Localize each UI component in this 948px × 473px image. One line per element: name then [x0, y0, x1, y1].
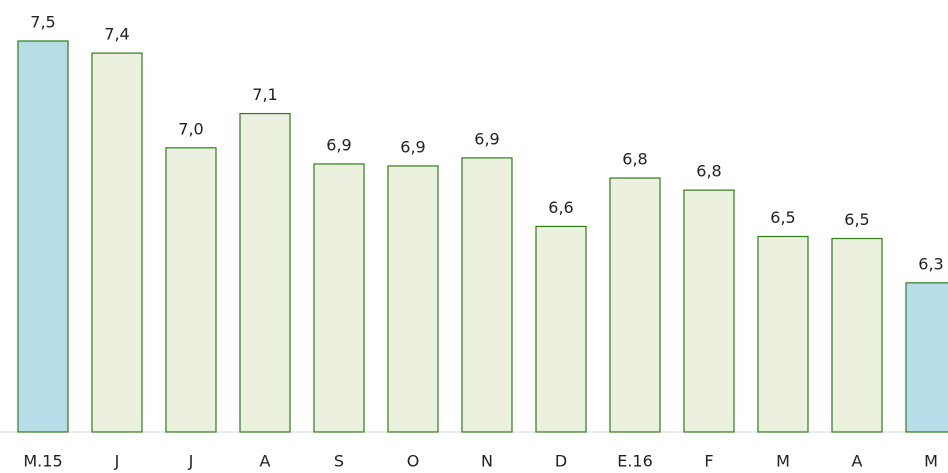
bar: [91, 52, 143, 433]
value-label: 6,6: [548, 198, 573, 217]
x-tick-label: D: [555, 452, 567, 471]
x-tick-label: F: [704, 452, 713, 471]
value-label: 6,5: [770, 208, 795, 227]
bar: [461, 157, 513, 433]
value-label: 7,0: [178, 119, 203, 138]
bar: [609, 177, 661, 433]
x-tick-label: J: [188, 452, 194, 471]
x-tick-label: M: [776, 452, 790, 471]
bar: [757, 235, 809, 433]
value-label: 7,1: [252, 85, 277, 104]
x-tick-label: M: [924, 452, 938, 471]
value-label: 6,3: [918, 254, 943, 273]
bar: [831, 237, 883, 433]
bar: [165, 147, 217, 433]
bar: [683, 189, 735, 433]
x-tick-label: E.16: [617, 452, 653, 471]
x-tick-label: J: [114, 452, 120, 471]
bar: [387, 165, 439, 433]
bar: [313, 163, 365, 433]
value-label: 7,5: [30, 13, 55, 32]
value-label: 6,9: [326, 135, 351, 154]
bar: [239, 112, 291, 433]
value-label: 6,9: [400, 137, 425, 156]
value-label: 6,8: [696, 162, 721, 181]
value-label: 6,9: [474, 129, 499, 148]
bar: [535, 225, 587, 433]
x-tick-label: N: [481, 452, 493, 471]
x-tick-label: A: [260, 452, 271, 471]
x-tick-label: O: [407, 452, 420, 471]
bar: [17, 40, 69, 433]
x-tick-label: M.15: [23, 452, 62, 471]
x-tick-label: S: [334, 452, 344, 471]
x-tick-label: A: [852, 452, 863, 471]
value-label: 6,5: [844, 210, 869, 229]
value-label: 7,4: [104, 25, 129, 44]
value-label: 6,8: [622, 150, 647, 169]
bar: [905, 282, 948, 433]
